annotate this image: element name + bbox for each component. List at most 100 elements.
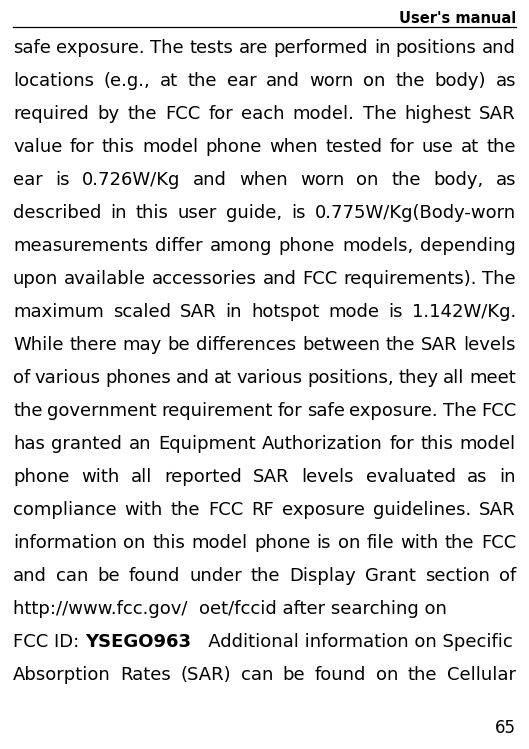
Text: on: on bbox=[363, 72, 386, 90]
Text: for: for bbox=[208, 105, 233, 123]
Text: Display: Display bbox=[289, 567, 356, 585]
Text: this: this bbox=[102, 138, 135, 156]
Text: at: at bbox=[461, 138, 479, 156]
Text: requirements).: requirements). bbox=[343, 270, 477, 288]
Text: on: on bbox=[376, 666, 398, 684]
Text: the: the bbox=[445, 534, 475, 552]
Text: when: when bbox=[239, 171, 287, 189]
Text: in: in bbox=[499, 468, 516, 486]
Text: described: described bbox=[13, 204, 102, 222]
Text: with: with bbox=[125, 501, 163, 519]
Text: worn: worn bbox=[309, 72, 354, 90]
Text: can: can bbox=[241, 666, 273, 684]
Text: under: under bbox=[189, 567, 242, 585]
Text: section: section bbox=[425, 567, 490, 585]
Text: all: all bbox=[131, 468, 152, 486]
Text: 1.142W/Kg.: 1.142W/Kg. bbox=[412, 303, 516, 321]
Text: and: and bbox=[262, 270, 296, 288]
Text: While: While bbox=[13, 336, 63, 354]
Text: with: with bbox=[400, 534, 439, 552]
Text: exposure.: exposure. bbox=[349, 402, 438, 420]
Text: models,: models, bbox=[342, 237, 413, 255]
Text: with: with bbox=[81, 468, 119, 486]
Text: has: has bbox=[13, 435, 45, 453]
Text: SAR: SAR bbox=[479, 501, 516, 519]
Text: the: the bbox=[391, 171, 421, 189]
Text: guidelines.: guidelines. bbox=[373, 501, 471, 519]
Text: The: The bbox=[150, 39, 184, 57]
Text: ear: ear bbox=[13, 171, 43, 189]
Text: maximum: maximum bbox=[13, 303, 104, 321]
Text: SAR: SAR bbox=[421, 336, 458, 354]
Text: be: be bbox=[283, 666, 305, 684]
Text: safe: safe bbox=[13, 39, 51, 57]
Text: at: at bbox=[160, 72, 178, 90]
Text: all: all bbox=[443, 369, 464, 387]
Text: ear: ear bbox=[227, 72, 257, 90]
Text: performed: performed bbox=[274, 39, 368, 57]
Text: RF: RF bbox=[252, 501, 275, 519]
Text: compliance: compliance bbox=[13, 501, 116, 519]
Text: on: on bbox=[357, 171, 379, 189]
Text: of: of bbox=[499, 567, 516, 585]
Text: Absorption: Absorption bbox=[13, 666, 111, 684]
Text: available: available bbox=[64, 270, 146, 288]
Text: evaluated: evaluated bbox=[366, 468, 455, 486]
Text: file: file bbox=[366, 534, 394, 552]
Text: for: for bbox=[390, 138, 414, 156]
Text: and: and bbox=[13, 567, 47, 585]
Text: and: and bbox=[176, 369, 209, 387]
Text: as: as bbox=[467, 468, 488, 486]
Text: the: the bbox=[171, 501, 200, 519]
Text: phone: phone bbox=[206, 138, 262, 156]
Text: FCC: FCC bbox=[302, 270, 338, 288]
Text: Cellular: Cellular bbox=[447, 666, 516, 684]
Text: phone: phone bbox=[13, 468, 69, 486]
Text: (SAR): (SAR) bbox=[181, 666, 231, 684]
Text: YSEGO963: YSEGO963 bbox=[85, 633, 191, 651]
Text: various: various bbox=[35, 369, 101, 387]
Text: government: government bbox=[47, 402, 157, 420]
Text: scaled: scaled bbox=[113, 303, 171, 321]
Text: this: this bbox=[136, 204, 169, 222]
Text: use: use bbox=[422, 138, 454, 156]
Text: differences: differences bbox=[196, 336, 296, 354]
Text: found: found bbox=[129, 567, 180, 585]
Text: SAR: SAR bbox=[180, 303, 216, 321]
Text: highest: highest bbox=[405, 105, 471, 123]
Text: each: each bbox=[241, 105, 285, 123]
Text: be: be bbox=[97, 567, 120, 585]
Text: requirement: requirement bbox=[161, 402, 273, 420]
Text: depending: depending bbox=[420, 237, 516, 255]
Text: the: the bbox=[395, 72, 425, 90]
Text: levels: levels bbox=[463, 336, 516, 354]
Text: tested: tested bbox=[325, 138, 382, 156]
Text: an: an bbox=[129, 435, 151, 453]
Text: worn: worn bbox=[300, 171, 344, 189]
Text: measurements: measurements bbox=[13, 237, 148, 255]
Text: upon: upon bbox=[13, 270, 58, 288]
Text: is: is bbox=[388, 303, 403, 321]
Text: is: is bbox=[55, 171, 70, 189]
Text: Authorization: Authorization bbox=[262, 435, 382, 453]
Text: model: model bbox=[191, 534, 248, 552]
Text: reported: reported bbox=[164, 468, 242, 486]
Text: hotspot: hotspot bbox=[251, 303, 319, 321]
Text: exposure.: exposure. bbox=[57, 39, 145, 57]
Text: at: at bbox=[214, 369, 232, 387]
Text: accessories: accessories bbox=[152, 270, 257, 288]
Text: this: this bbox=[152, 534, 185, 552]
Text: can: can bbox=[56, 567, 88, 585]
Text: in: in bbox=[374, 39, 390, 57]
Text: meet: meet bbox=[469, 369, 516, 387]
Text: (e.g.,: (e.g., bbox=[104, 72, 150, 90]
Text: the: the bbox=[188, 72, 217, 90]
Text: when: when bbox=[269, 138, 318, 156]
Text: user: user bbox=[178, 204, 217, 222]
Text: phones: phones bbox=[105, 369, 171, 387]
Text: positions,: positions, bbox=[307, 369, 394, 387]
Text: Rates: Rates bbox=[120, 666, 171, 684]
Text: on: on bbox=[338, 534, 360, 552]
Text: SAR: SAR bbox=[253, 468, 290, 486]
Text: as: as bbox=[496, 72, 516, 90]
